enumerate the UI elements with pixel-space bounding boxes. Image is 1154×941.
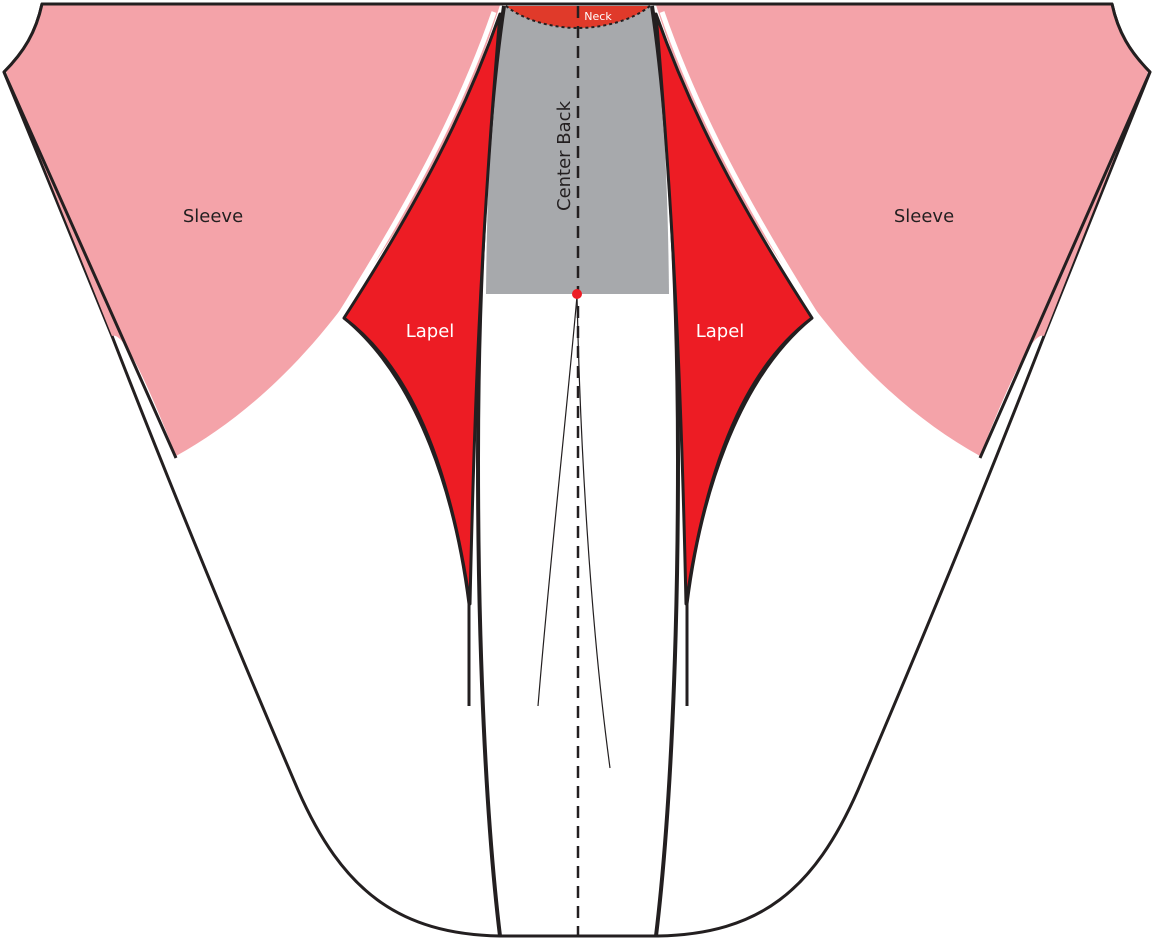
lapel-right-label: Lapel bbox=[696, 321, 745, 342]
lapel-left-roll-line bbox=[343, 316, 471, 706]
fold-line-left bbox=[537, 295, 578, 707]
lapel-right-roll-line bbox=[685, 316, 813, 706]
pivot-point-icon bbox=[572, 289, 582, 299]
sleeve-left-label: Sleeve bbox=[183, 206, 243, 227]
neck-label: Neck bbox=[584, 10, 612, 23]
lapel-left-label: Lapel bbox=[406, 321, 455, 342]
lapel-right-gap bbox=[659, 11, 821, 320]
sleeve-left bbox=[6, 5, 500, 456]
lapel-left-gap bbox=[335, 11, 497, 320]
sleeve-left-outer-edge bbox=[2, 2, 500, 459]
fold-line-right bbox=[576, 295, 611, 769]
sleeve-right-label: Sleeve bbox=[894, 206, 954, 227]
sleeve-right bbox=[656, 5, 1148, 456]
sleeve-right-outer-edge bbox=[656, 2, 1152, 459]
center-back-label: Center Back bbox=[554, 100, 575, 211]
